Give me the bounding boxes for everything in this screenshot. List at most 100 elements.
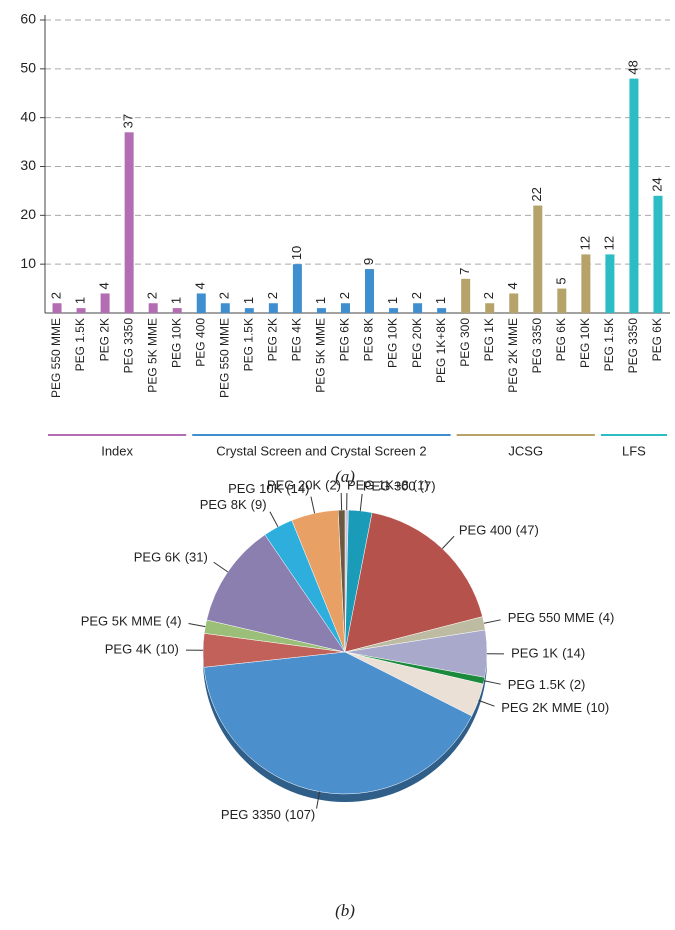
slice-value: (7) [420, 478, 436, 493]
bar [100, 293, 110, 313]
value-label: 1 [241, 297, 256, 304]
y-tick-label: 30 [20, 157, 36, 173]
slice-value: (2) [570, 677, 586, 692]
slice-label: PEG 3350 [221, 807, 281, 822]
y-tick-label: 40 [20, 108, 36, 124]
bar [509, 293, 519, 313]
value-label: 1 [385, 297, 400, 304]
leader-line [213, 561, 229, 573]
bar [653, 195, 663, 313]
value-label: 2 [337, 292, 352, 299]
bar [196, 293, 206, 313]
x-tick-label: PEG 1.5K [73, 318, 87, 371]
bar [316, 308, 326, 313]
bar [557, 288, 567, 313]
y-tick-label: 50 [20, 60, 36, 76]
value-label: 9 [361, 258, 376, 265]
slice-value: (10) [586, 700, 609, 715]
leader-line [478, 699, 495, 707]
pie-slice [344, 512, 483, 653]
slice-label: PEG 1.5K [508, 677, 566, 692]
x-tick-label: PEG 1.5K [241, 318, 255, 371]
bar [437, 308, 447, 313]
value-label: 2 [145, 292, 160, 299]
bar [605, 254, 615, 313]
bar [461, 278, 471, 313]
slice-label: PEG 1K [511, 645, 558, 660]
value-label: 2 [481, 292, 496, 299]
group-label: JCSG [508, 443, 543, 458]
slice-value: (14) [286, 481, 309, 496]
value-label: 1 [313, 297, 328, 304]
slice-value: (4) [598, 610, 614, 625]
x-tick-label: PEG 6K [554, 318, 568, 361]
x-tick-label: PEG 2K [266, 318, 280, 361]
bar [76, 308, 86, 313]
x-tick-label: PEG 1K [482, 318, 496, 361]
bar [413, 303, 423, 313]
bar [533, 205, 543, 313]
value-label: 2 [265, 292, 280, 299]
slice-label: PEG 2K MME [501, 700, 582, 715]
leader-line [310, 496, 316, 514]
bar [581, 254, 591, 313]
value-label: 5 [553, 277, 568, 284]
leader-line [359, 493, 363, 511]
slice-value: (31) [185, 550, 208, 565]
slice-value: (4) [166, 614, 182, 629]
x-tick-label: PEG 10K [578, 318, 592, 368]
value-label: 37 [121, 114, 136, 128]
value-label: 2 [48, 292, 63, 299]
value-label: 2 [409, 292, 424, 299]
value-label: 1 [433, 297, 448, 304]
x-tick-label: PEG 6K [338, 318, 352, 361]
group-label: LFS [622, 443, 646, 458]
slice-label: PEG 300 [363, 478, 416, 493]
bar [172, 308, 182, 313]
value-label: 4 [97, 282, 112, 289]
value-label: 12 [601, 236, 616, 250]
bar [292, 264, 302, 313]
leader-line [316, 791, 321, 809]
x-tick-label: PEG 4K [290, 318, 304, 361]
x-tick-label: PEG 10K [169, 318, 183, 368]
group-label: Index [101, 443, 133, 458]
x-tick-label: PEG 8K [362, 318, 376, 361]
bar [389, 308, 399, 313]
slice-value: (1) [413, 477, 429, 492]
x-tick-label: PEG 6K [650, 318, 664, 361]
slice-label: PEG 550 MME [508, 610, 595, 625]
value-label: 2 [217, 292, 232, 299]
x-tick-label: PEG 5K MME [314, 318, 328, 393]
x-tick-label: PEG 550 MME [217, 318, 231, 398]
leader-line [269, 511, 279, 528]
slice-value: (2) [325, 477, 341, 492]
slice-value: (47) [516, 522, 539, 537]
y-tick-label: 60 [20, 11, 36, 27]
x-tick-label: PEG 10K [386, 318, 400, 368]
slice-value: (10) [156, 641, 179, 656]
slice-label: PEG 6K [134, 550, 181, 565]
value-label: 4 [193, 282, 208, 289]
leader-line [188, 623, 206, 628]
pie-slice [203, 651, 473, 795]
value-label: 24 [649, 177, 664, 191]
value-label: 7 [457, 268, 472, 275]
bar [365, 269, 375, 313]
bar [244, 308, 254, 313]
x-tick-label: PEG 1K+8K [434, 318, 448, 383]
x-tick-label: PEG 2K [97, 318, 111, 361]
value-label: 4 [505, 282, 520, 289]
x-tick-label: PEG 20K [410, 318, 424, 368]
leader-line [483, 619, 501, 624]
slice-label: PEG 10K [228, 481, 283, 496]
x-tick-label: PEG 300 [458, 318, 472, 367]
leader-line [483, 680, 501, 685]
caption: (b) [335, 901, 355, 920]
slice-label: PEG 20K [267, 477, 322, 492]
x-tick-label: PEG 3350 [626, 318, 640, 374]
slice-value: (107) [285, 807, 315, 822]
caption: (a) [335, 467, 355, 486]
slice-label: PEG 1K+8 [347, 477, 409, 492]
